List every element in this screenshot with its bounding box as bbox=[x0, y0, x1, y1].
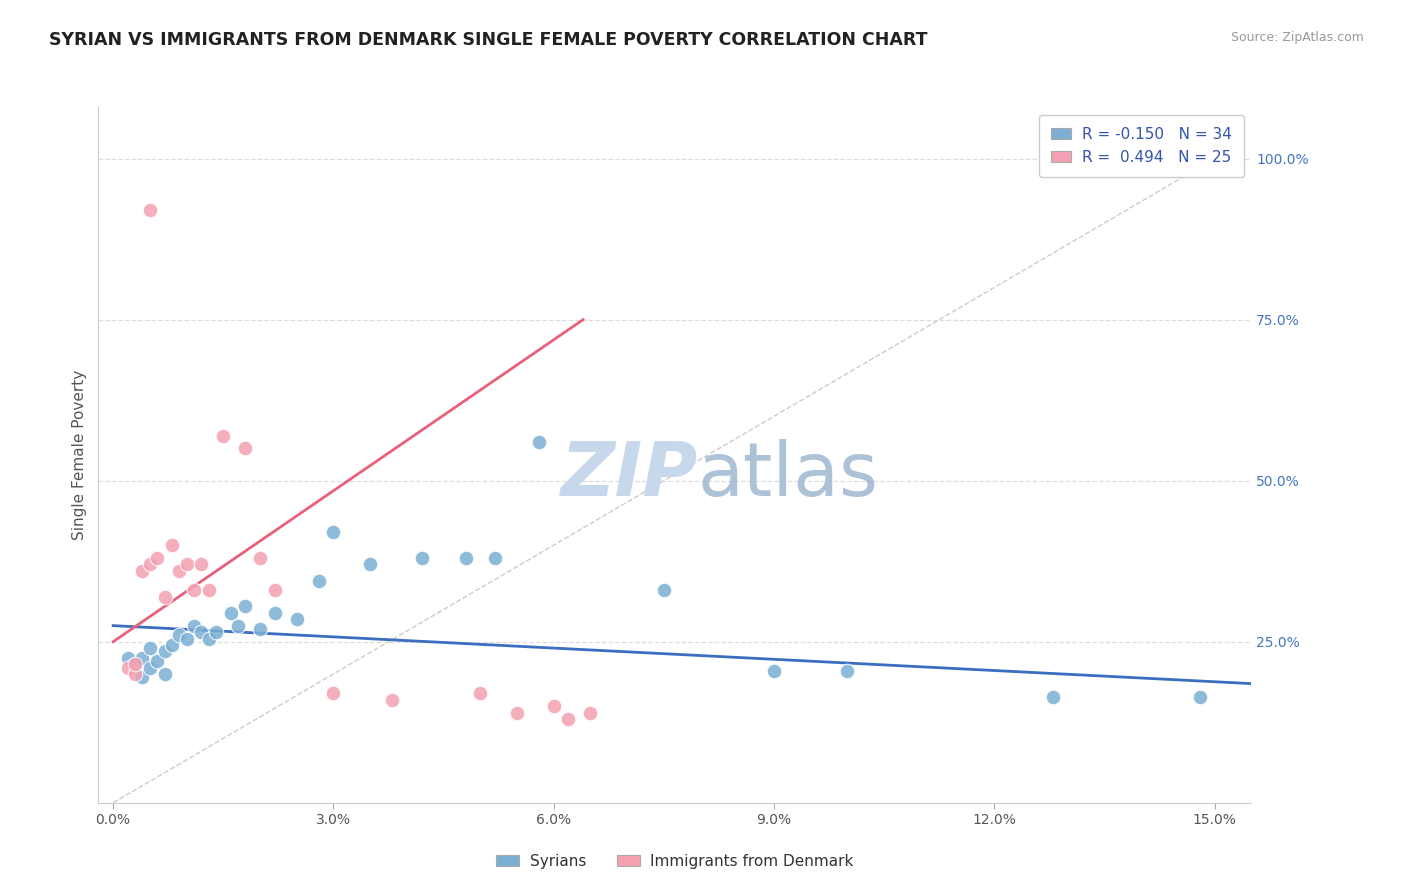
Point bbox=[131, 670, 153, 684]
Point bbox=[183, 583, 205, 598]
Point bbox=[139, 641, 162, 656]
Point bbox=[131, 564, 153, 578]
Point bbox=[579, 706, 602, 720]
Point bbox=[837, 664, 859, 678]
Point bbox=[506, 706, 529, 720]
Point bbox=[470, 686, 492, 700]
Text: atlas: atlas bbox=[697, 439, 879, 512]
Point bbox=[381, 692, 404, 706]
Point bbox=[212, 428, 235, 442]
Point bbox=[197, 632, 219, 646]
Point bbox=[454, 551, 477, 566]
Point bbox=[146, 551, 169, 566]
Point bbox=[263, 606, 285, 620]
Point bbox=[652, 583, 675, 598]
Point bbox=[124, 657, 146, 672]
Point bbox=[233, 599, 256, 614]
Point bbox=[219, 606, 242, 620]
Point bbox=[139, 660, 162, 674]
Point bbox=[233, 442, 256, 456]
Point bbox=[205, 625, 228, 640]
Point bbox=[117, 660, 139, 674]
Point bbox=[359, 558, 381, 572]
Point bbox=[285, 612, 308, 626]
Point bbox=[153, 644, 176, 658]
Y-axis label: Single Female Poverty: Single Female Poverty bbox=[72, 370, 87, 540]
Text: Source: ZipAtlas.com: Source: ZipAtlas.com bbox=[1230, 31, 1364, 45]
Point bbox=[1188, 690, 1211, 704]
Point bbox=[146, 654, 169, 668]
Point bbox=[249, 551, 271, 566]
Text: ZIP: ZIP bbox=[561, 439, 697, 512]
Point bbox=[124, 667, 146, 681]
Point bbox=[1042, 690, 1064, 704]
Point bbox=[411, 551, 433, 566]
Point bbox=[131, 651, 153, 665]
Point bbox=[557, 712, 579, 726]
Point bbox=[124, 657, 146, 672]
Point bbox=[183, 618, 205, 632]
Point bbox=[308, 574, 330, 588]
Point bbox=[139, 558, 162, 572]
Point bbox=[249, 622, 271, 636]
Point bbox=[226, 618, 249, 632]
Point bbox=[322, 686, 344, 700]
Point bbox=[263, 583, 285, 598]
Text: SYRIAN VS IMMIGRANTS FROM DENMARK SINGLE FEMALE POVERTY CORRELATION CHART: SYRIAN VS IMMIGRANTS FROM DENMARK SINGLE… bbox=[49, 31, 928, 49]
Point bbox=[190, 625, 212, 640]
Point bbox=[197, 583, 219, 598]
Point bbox=[176, 558, 198, 572]
Point bbox=[160, 638, 183, 652]
Point bbox=[153, 667, 176, 681]
Point bbox=[167, 564, 190, 578]
Point bbox=[139, 203, 162, 218]
Point bbox=[190, 558, 212, 572]
Legend: Syrians, Immigrants from Denmark: Syrians, Immigrants from Denmark bbox=[491, 848, 859, 875]
Point bbox=[117, 651, 139, 665]
Point bbox=[543, 699, 565, 714]
Point bbox=[167, 628, 190, 642]
Point bbox=[484, 551, 506, 566]
Point bbox=[176, 632, 198, 646]
Point bbox=[153, 590, 176, 604]
Point bbox=[763, 664, 786, 678]
Point bbox=[322, 525, 344, 540]
Point bbox=[527, 435, 550, 450]
Point bbox=[160, 538, 183, 552]
